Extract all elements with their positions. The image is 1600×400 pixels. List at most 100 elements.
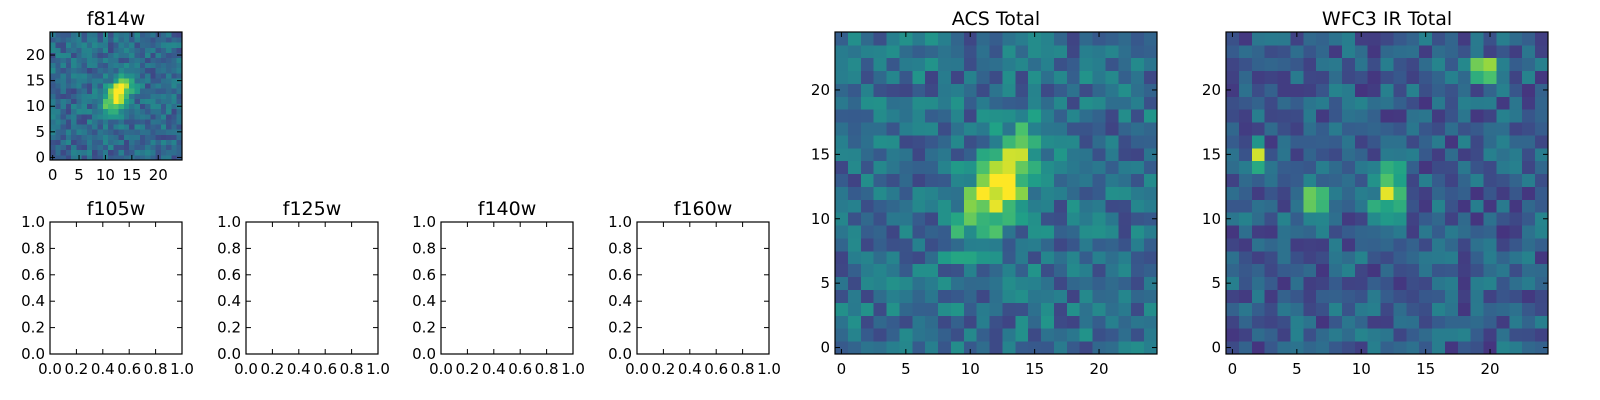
heatmap-cell bbox=[912, 57, 926, 72]
heatmap-cell bbox=[113, 37, 120, 43]
heatmap-cell bbox=[134, 124, 141, 130]
heatmap-cell bbox=[1264, 147, 1278, 162]
heatmap-cell bbox=[176, 144, 183, 151]
heatmap-cell bbox=[139, 129, 146, 135]
heatmap-cell bbox=[1092, 263, 1106, 278]
heatmap-cell bbox=[113, 154, 120, 161]
heatmap-cell bbox=[1419, 328, 1433, 342]
heatmap-cell bbox=[1393, 122, 1407, 136]
heatmap-cell bbox=[1251, 160, 1266, 175]
heatmap-cell bbox=[55, 42, 61, 48]
heatmap-cell bbox=[1041, 70, 1055, 84]
heatmap-cell bbox=[65, 47, 72, 53]
heatmap-cell bbox=[145, 52, 151, 58]
heatmap-cell bbox=[139, 47, 146, 53]
heatmap-cell bbox=[1015, 212, 1029, 226]
heatmap-f814w bbox=[50, 32, 183, 161]
heatmap-cell bbox=[150, 42, 156, 48]
heatmap-cell bbox=[1015, 109, 1029, 123]
heatmap-cell bbox=[1066, 212, 1081, 226]
heatmap-cell bbox=[171, 139, 178, 146]
heatmap-cell bbox=[160, 149, 167, 156]
heatmap-cell bbox=[976, 250, 990, 265]
heatmap-cell bbox=[1393, 341, 1407, 355]
heatmap-cell bbox=[886, 160, 900, 175]
heatmap-cell bbox=[150, 113, 156, 120]
heatmap-cell bbox=[1406, 57, 1420, 72]
heatmap-cell bbox=[76, 42, 83, 48]
heatmap-cell bbox=[50, 144, 56, 151]
heatmap-cell bbox=[1277, 83, 1291, 97]
heatmap-cell bbox=[1251, 315, 1266, 329]
heatmap-cell bbox=[50, 113, 56, 120]
heatmap-cell bbox=[92, 103, 98, 110]
heatmap-cell bbox=[1066, 83, 1081, 97]
heatmap-cell bbox=[1316, 32, 1330, 46]
x-tick-label: 1.0 bbox=[757, 360, 781, 378]
heatmap-cell bbox=[1066, 44, 1081, 59]
heatmap-cell bbox=[860, 212, 875, 226]
heatmap-cell bbox=[1238, 96, 1253, 110]
heatmap-cell bbox=[989, 186, 1003, 200]
heatmap-cell bbox=[76, 37, 83, 43]
heatmap-cell bbox=[835, 315, 849, 329]
heatmap-cell bbox=[60, 134, 67, 140]
heatmap-cell bbox=[81, 103, 88, 110]
heatmap-cell bbox=[176, 149, 183, 156]
heatmap-cell bbox=[1015, 122, 1029, 136]
heatmap-cell bbox=[1496, 276, 1510, 290]
heatmap-cell bbox=[171, 98, 178, 105]
heatmap-cell bbox=[1226, 96, 1240, 110]
heatmap-cell bbox=[1066, 238, 1081, 252]
heatmap-cell bbox=[160, 67, 167, 74]
heatmap-cell bbox=[1105, 250, 1119, 265]
x-tick-label: 0.2 bbox=[260, 360, 284, 378]
heatmap-cell bbox=[118, 57, 125, 64]
heatmap-cell bbox=[1053, 135, 1068, 149]
heatmap-cell bbox=[886, 212, 900, 226]
heatmap-cell bbox=[50, 93, 56, 99]
heatmap-cell bbox=[1041, 328, 1055, 342]
heatmap-cell bbox=[1367, 160, 1381, 175]
heatmap-cell bbox=[1406, 135, 1420, 149]
heatmap-cell bbox=[171, 103, 178, 110]
heatmap-cell bbox=[1290, 32, 1304, 46]
heatmap-cell bbox=[81, 113, 88, 120]
heatmap-cell bbox=[166, 32, 172, 38]
heatmap-cell bbox=[139, 78, 146, 84]
heatmap-cell bbox=[886, 276, 900, 290]
heatmap-cell bbox=[129, 57, 135, 64]
heatmap-cell bbox=[899, 276, 913, 290]
heatmap-cell bbox=[50, 42, 56, 48]
heatmap-cell bbox=[1002, 225, 1016, 239]
heatmap-cell bbox=[1444, 109, 1459, 123]
heatmap-cell bbox=[1457, 135, 1472, 149]
heatmap-cell bbox=[76, 98, 83, 105]
heatmap-cell bbox=[1535, 250, 1549, 265]
heatmap-cell bbox=[1393, 173, 1407, 187]
heatmap-cell bbox=[1444, 199, 1459, 213]
heatmap-cell bbox=[60, 93, 67, 99]
heatmap-cell bbox=[123, 139, 130, 146]
heatmap-cell bbox=[150, 83, 156, 89]
heatmap-cell bbox=[113, 144, 120, 151]
heatmap-cell bbox=[1316, 341, 1330, 355]
heatmap-cell bbox=[55, 124, 61, 130]
heatmap-cell bbox=[1053, 289, 1068, 303]
heatmap-cell bbox=[925, 341, 939, 355]
heatmap-cell bbox=[847, 83, 862, 97]
heatmap-cell bbox=[925, 135, 939, 149]
heatmap-cell bbox=[129, 37, 135, 43]
heatmap-cell bbox=[60, 62, 67, 69]
heatmap-cell bbox=[925, 199, 939, 213]
heatmap-cell bbox=[1329, 225, 1343, 239]
axes-frame bbox=[49, 221, 183, 355]
heatmap-cell bbox=[1535, 302, 1549, 316]
x-tick-label: 0.4 bbox=[482, 360, 506, 378]
heatmap-cell bbox=[1483, 186, 1497, 200]
heatmap-cell bbox=[50, 88, 56, 94]
heatmap-cell bbox=[60, 57, 67, 64]
heatmap-cell bbox=[1002, 186, 1016, 200]
heatmap-cell bbox=[886, 147, 900, 162]
heatmap-cell bbox=[1444, 302, 1459, 316]
